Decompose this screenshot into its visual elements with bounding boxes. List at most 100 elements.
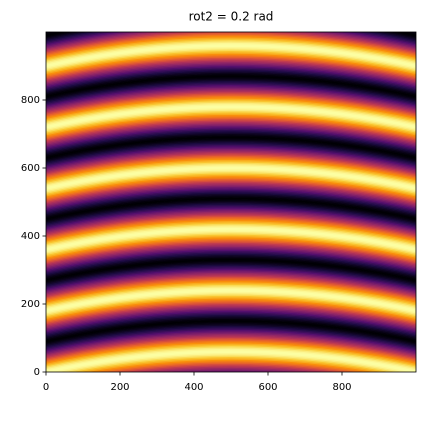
image-band <box>144 367 318 372</box>
image-band <box>46 107 416 130</box>
image-band <box>46 192 416 215</box>
image-band <box>46 321 416 344</box>
image-band <box>46 87 416 110</box>
image-band <box>46 60 416 83</box>
image-band <box>46 149 416 173</box>
image-band <box>46 272 416 295</box>
image-band <box>46 69 416 92</box>
image-band <box>46 43 416 66</box>
image-band <box>46 50 416 73</box>
image-band <box>46 373 416 395</box>
image-band <box>46 54 416 77</box>
image-band <box>46 155 416 178</box>
image-band <box>46 226 416 249</box>
image-band <box>46 337 416 360</box>
image-band <box>46 338 416 362</box>
x-tick-label: 400 <box>184 382 203 393</box>
image-band <box>46 295 416 318</box>
image-band <box>46 231 416 254</box>
image-band <box>46 45 416 68</box>
image-band <box>46 322 416 345</box>
image-band <box>46 106 416 129</box>
image-band <box>46 241 416 264</box>
image-band <box>46 213 416 236</box>
image-band <box>46 182 416 205</box>
image-band <box>46 207 416 230</box>
image-band <box>46 81 416 105</box>
x-tick-label: 800 <box>332 382 351 393</box>
image-band <box>46 392 416 414</box>
image-band <box>46 202 416 226</box>
image-band <box>46 102 416 125</box>
image-band <box>46 79 416 102</box>
image-band <box>46 247 416 270</box>
image-band <box>46 71 416 94</box>
image-band <box>46 129 416 152</box>
image-band <box>46 175 416 198</box>
image-band <box>46 275 416 298</box>
y-tick-label: 600 <box>21 163 40 174</box>
image-band <box>46 39 416 62</box>
image-band <box>46 309 416 332</box>
image-band <box>46 177 416 200</box>
image-band <box>46 96 416 120</box>
image-band <box>46 314 416 337</box>
image-band <box>46 242 416 265</box>
image-band <box>46 139 416 162</box>
image-band <box>46 143 416 166</box>
image-band <box>46 147 416 170</box>
image-band <box>46 173 416 196</box>
image-band <box>46 32 416 42</box>
image-band <box>46 185 416 208</box>
image-band <box>46 385 416 407</box>
image-band <box>46 257 416 280</box>
image-band <box>46 204 416 227</box>
image-band <box>46 103 416 126</box>
image-band <box>46 399 416 421</box>
image-band <box>46 347 416 370</box>
image-band <box>46 181 416 204</box>
image-band <box>46 130 416 154</box>
image-band <box>46 35 416 58</box>
image-band <box>46 145 416 168</box>
image-band <box>46 341 416 364</box>
image-band <box>46 41 416 64</box>
image-band <box>46 109 416 132</box>
image-band <box>46 281 416 304</box>
image-band <box>93 360 369 372</box>
image-band <box>46 376 416 398</box>
y-tick-label: 200 <box>21 299 40 310</box>
image-band <box>46 58 416 81</box>
image-band <box>46 201 416 224</box>
image-band <box>46 178 416 201</box>
image-band <box>46 262 416 285</box>
image-band <box>46 85 416 109</box>
image-band <box>46 283 416 306</box>
image-band <box>46 249 416 272</box>
image-band <box>46 387 416 409</box>
image-band <box>46 56 416 79</box>
image-band <box>46 73 416 96</box>
image-band <box>46 270 416 294</box>
image-band <box>46 216 416 239</box>
image-band <box>46 156 416 179</box>
image-band <box>46 349 416 372</box>
image-band <box>46 227 416 250</box>
image-band <box>46 189 416 212</box>
image-band <box>46 306 416 329</box>
image-band <box>46 391 416 413</box>
image-band <box>46 254 416 277</box>
image-band <box>46 374 416 396</box>
image-band <box>46 100 416 124</box>
image-band <box>46 197 416 220</box>
image-band <box>46 403 416 425</box>
image-band <box>46 238 416 261</box>
image <box>46 32 416 425</box>
image-band <box>46 307 416 330</box>
image-band <box>46 133 416 156</box>
image-band <box>206 371 256 372</box>
image-band <box>46 75 416 98</box>
image-band <box>46 261 416 284</box>
y-tick-label: 400 <box>21 231 40 242</box>
image-band <box>46 246 416 269</box>
